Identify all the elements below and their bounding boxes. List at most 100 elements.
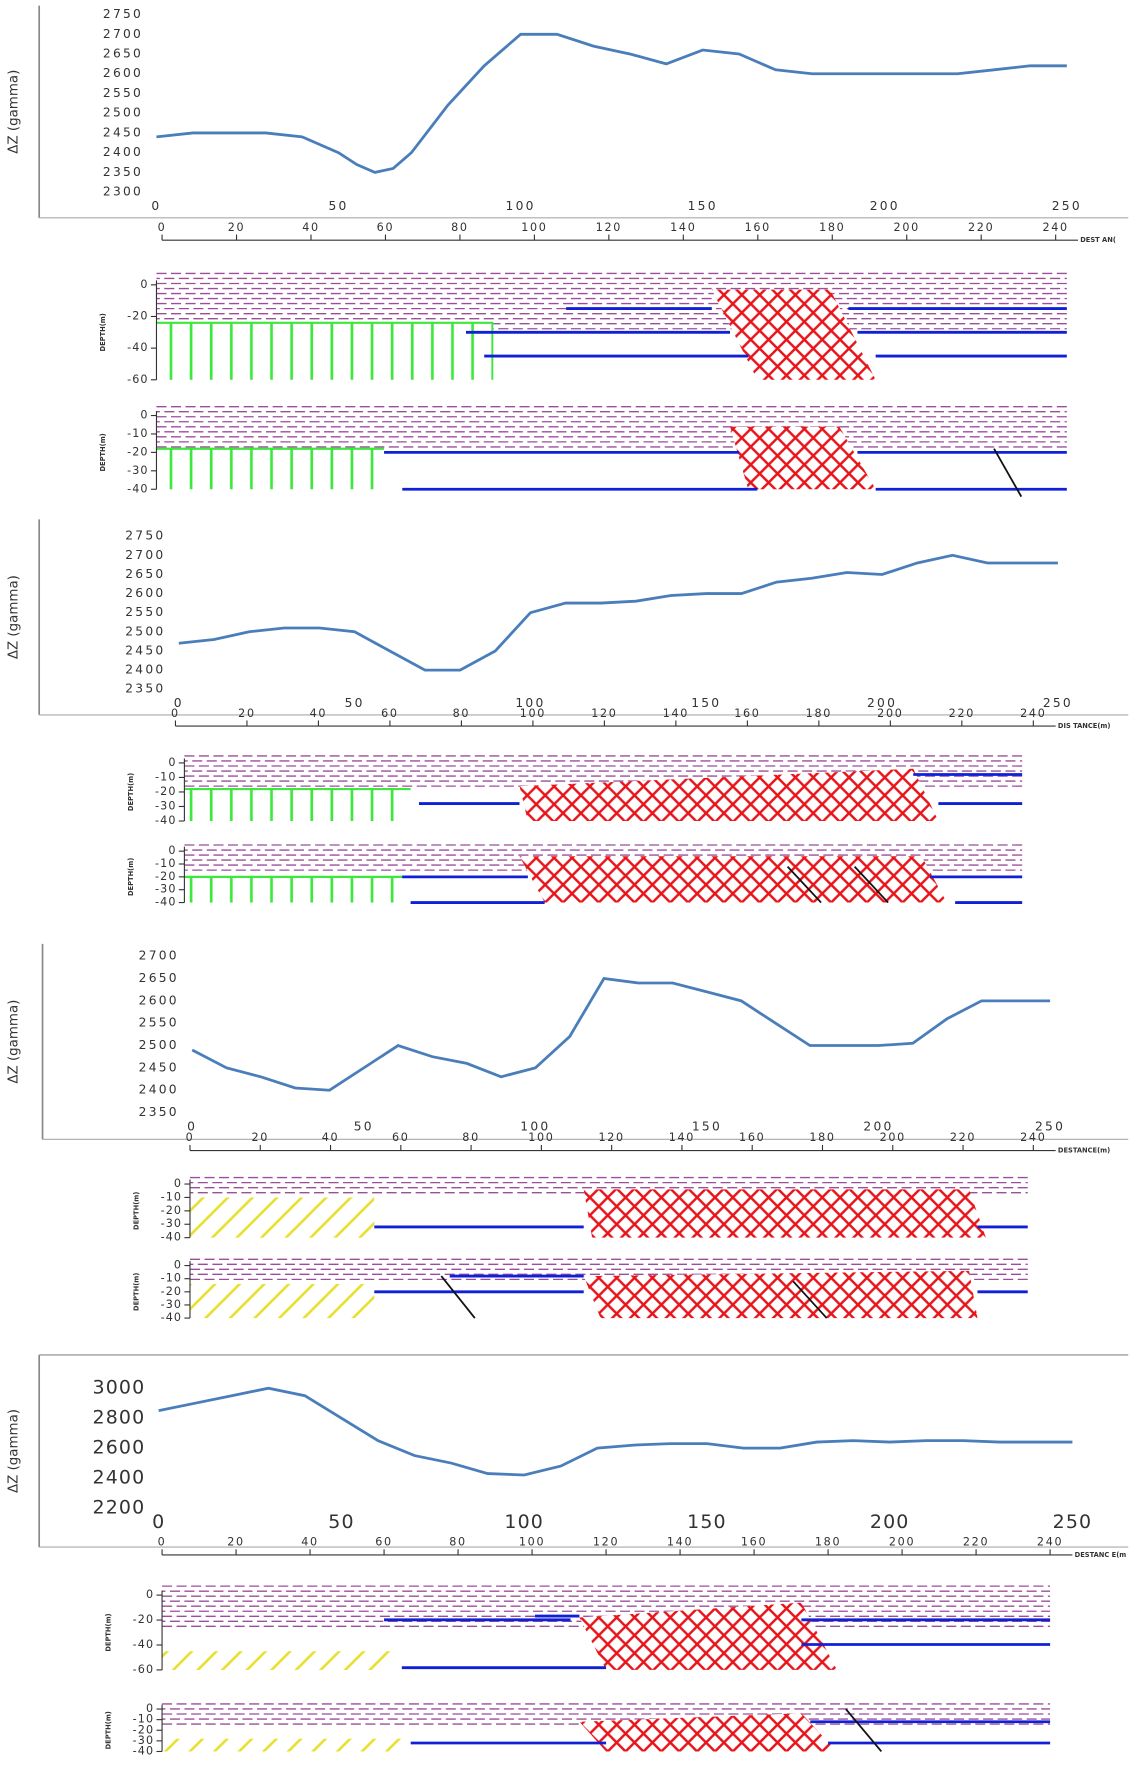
depth-tick-label: -40 (133, 1744, 155, 1757)
y-tick-label: 2600 (93, 1437, 146, 1459)
depth-axis-label: DEPTH(m) (99, 433, 107, 471)
y-tick-label: 2400 (103, 145, 143, 159)
x-tick-label: 100 (504, 1511, 544, 1533)
depth-tick-label: -30 (155, 883, 177, 896)
distance-tick-label: 120 (598, 1131, 624, 1144)
y-tick-label: 2350 (125, 682, 165, 696)
distance-tick-label: 180 (815, 1536, 841, 1549)
y-tick-label: 2600 (125, 586, 165, 600)
distance-tick-label: 220 (950, 1131, 976, 1144)
x-tick-label: 50 (328, 1511, 354, 1533)
x-tick-label: 200 (870, 199, 900, 213)
y-tick-label: 2400 (125, 663, 165, 677)
fault (441, 1276, 475, 1318)
distance-tick-label: 160 (745, 221, 771, 234)
depth-tick-label: -40 (155, 814, 177, 827)
profile-line (192, 979, 1050, 1091)
distance-tick-label: 180 (819, 221, 845, 234)
profile-line (179, 555, 1058, 670)
x-tick-label: 150 (692, 1120, 722, 1134)
y-tick-label: 2350 (139, 1105, 179, 1119)
distance-tick-label: 40 (322, 1131, 340, 1144)
distance-tick-label: 120 (593, 1536, 619, 1549)
depth-axis-label: DEPTH(m) (127, 773, 135, 811)
rock-unit (162, 1739, 402, 1752)
depth-tick-label: -10 (161, 1190, 183, 1203)
depth-tick-label: -20 (133, 1613, 155, 1626)
x-tick-label: 100 (506, 199, 536, 213)
y-tick-label: 2500 (103, 106, 143, 120)
distance-tick-label: 240 (1020, 707, 1046, 720)
y-tick-label: 2300 (103, 185, 143, 199)
y-tick-label: 2400 (139, 1083, 179, 1097)
rock-unit (184, 789, 410, 821)
x-tick-label: 250 (1052, 199, 1082, 213)
depth-tick-label: -40 (161, 1231, 183, 1244)
fault (846, 1709, 882, 1751)
y-tick-label: 2450 (125, 643, 165, 657)
distance-tick-label: 200 (880, 1131, 906, 1144)
depth-tick-label: -40 (133, 1638, 155, 1651)
depth-axis-label: DEPTH(m) (104, 1613, 112, 1651)
y-tick-label: 2600 (139, 993, 179, 1007)
depth-axis-label: DEPTH(m) (99, 313, 107, 351)
distance-tick-label: 160 (734, 707, 760, 720)
depth-axis-label: DEPTH(m) (104, 1711, 112, 1749)
rock-unit (190, 1197, 374, 1237)
distance-tick-label: 20 (238, 707, 256, 720)
y-tick-label: 2350 (103, 165, 143, 179)
distance-tick-label: 0 (158, 221, 167, 234)
y-tick-label: 2750 (103, 7, 143, 21)
depth-tick-label: -40 (161, 1311, 183, 1324)
distance-tick-label: 220 (963, 1536, 989, 1549)
rock-unit (162, 1651, 393, 1670)
distance-tick-label: 80 (449, 1536, 467, 1549)
distance-tick-label: 140 (663, 707, 689, 720)
distance-tick-label: 40 (302, 221, 320, 234)
x-tick-label: 150 (688, 199, 718, 213)
depth-tick-label: -20 (161, 1285, 183, 1298)
depth-tick-label: -10 (161, 1272, 183, 1285)
distance-tick-label: 60 (381, 707, 399, 720)
depth-tick-label: 0 (168, 844, 176, 857)
x-tick-label: 200 (870, 1511, 910, 1533)
intrusion (579, 1713, 837, 1751)
depth-tick-label: -40 (127, 341, 149, 354)
depth-tick-label: -30 (161, 1217, 183, 1230)
depth-tick-label: 0 (140, 409, 148, 422)
x-tick-label: 0 (152, 1511, 165, 1533)
depth-tick-label: -10 (155, 857, 177, 870)
distance-tick-label: 0 (158, 1536, 167, 1549)
y-tick-label: 2700 (125, 548, 165, 562)
x-tick-label: 50 (345, 696, 365, 710)
depth-tick-label: -20 (155, 785, 177, 798)
y-tick-label: 2700 (103, 27, 143, 41)
distance-tick-label: 120 (591, 707, 617, 720)
distance-axis-label: DIS TANCE(m) (1058, 722, 1111, 730)
depth-tick-label: -20 (127, 445, 149, 458)
distance-tick-label: 100 (520, 707, 546, 720)
rock-unit (190, 1284, 374, 1318)
y-tick-label: 2550 (103, 86, 143, 100)
y-tick-label: 2400 (93, 1467, 146, 1489)
y-axis-label: ΔZ (gamma) (6, 1409, 21, 1493)
depth-tick-label: -40 (127, 482, 149, 495)
y-tick-label: 2450 (103, 125, 143, 139)
y-tick-label: 2500 (125, 624, 165, 638)
distance-tick-label: 0 (171, 707, 180, 720)
distance-tick-label: 220 (949, 707, 975, 720)
depth-tick-label: -40 (155, 896, 177, 909)
y-tick-label: 2650 (139, 971, 179, 985)
profile-line (159, 1388, 1073, 1475)
depth-tick-label: 0 (140, 278, 148, 291)
intrusion (584, 1271, 978, 1318)
distance-tick-label: 40 (301, 1536, 319, 1549)
depth-tick-label: -60 (127, 373, 149, 386)
distance-tick-label: 140 (667, 1536, 693, 1549)
distance-tick-label: 240 (1020, 1131, 1046, 1144)
y-tick-label: 2200 (93, 1496, 146, 1518)
distance-tick-label: 220 (968, 221, 994, 234)
depth-tick-label: -30 (127, 464, 149, 477)
distance-tick-label: 60 (377, 221, 395, 234)
distance-tick-label: 180 (806, 707, 832, 720)
